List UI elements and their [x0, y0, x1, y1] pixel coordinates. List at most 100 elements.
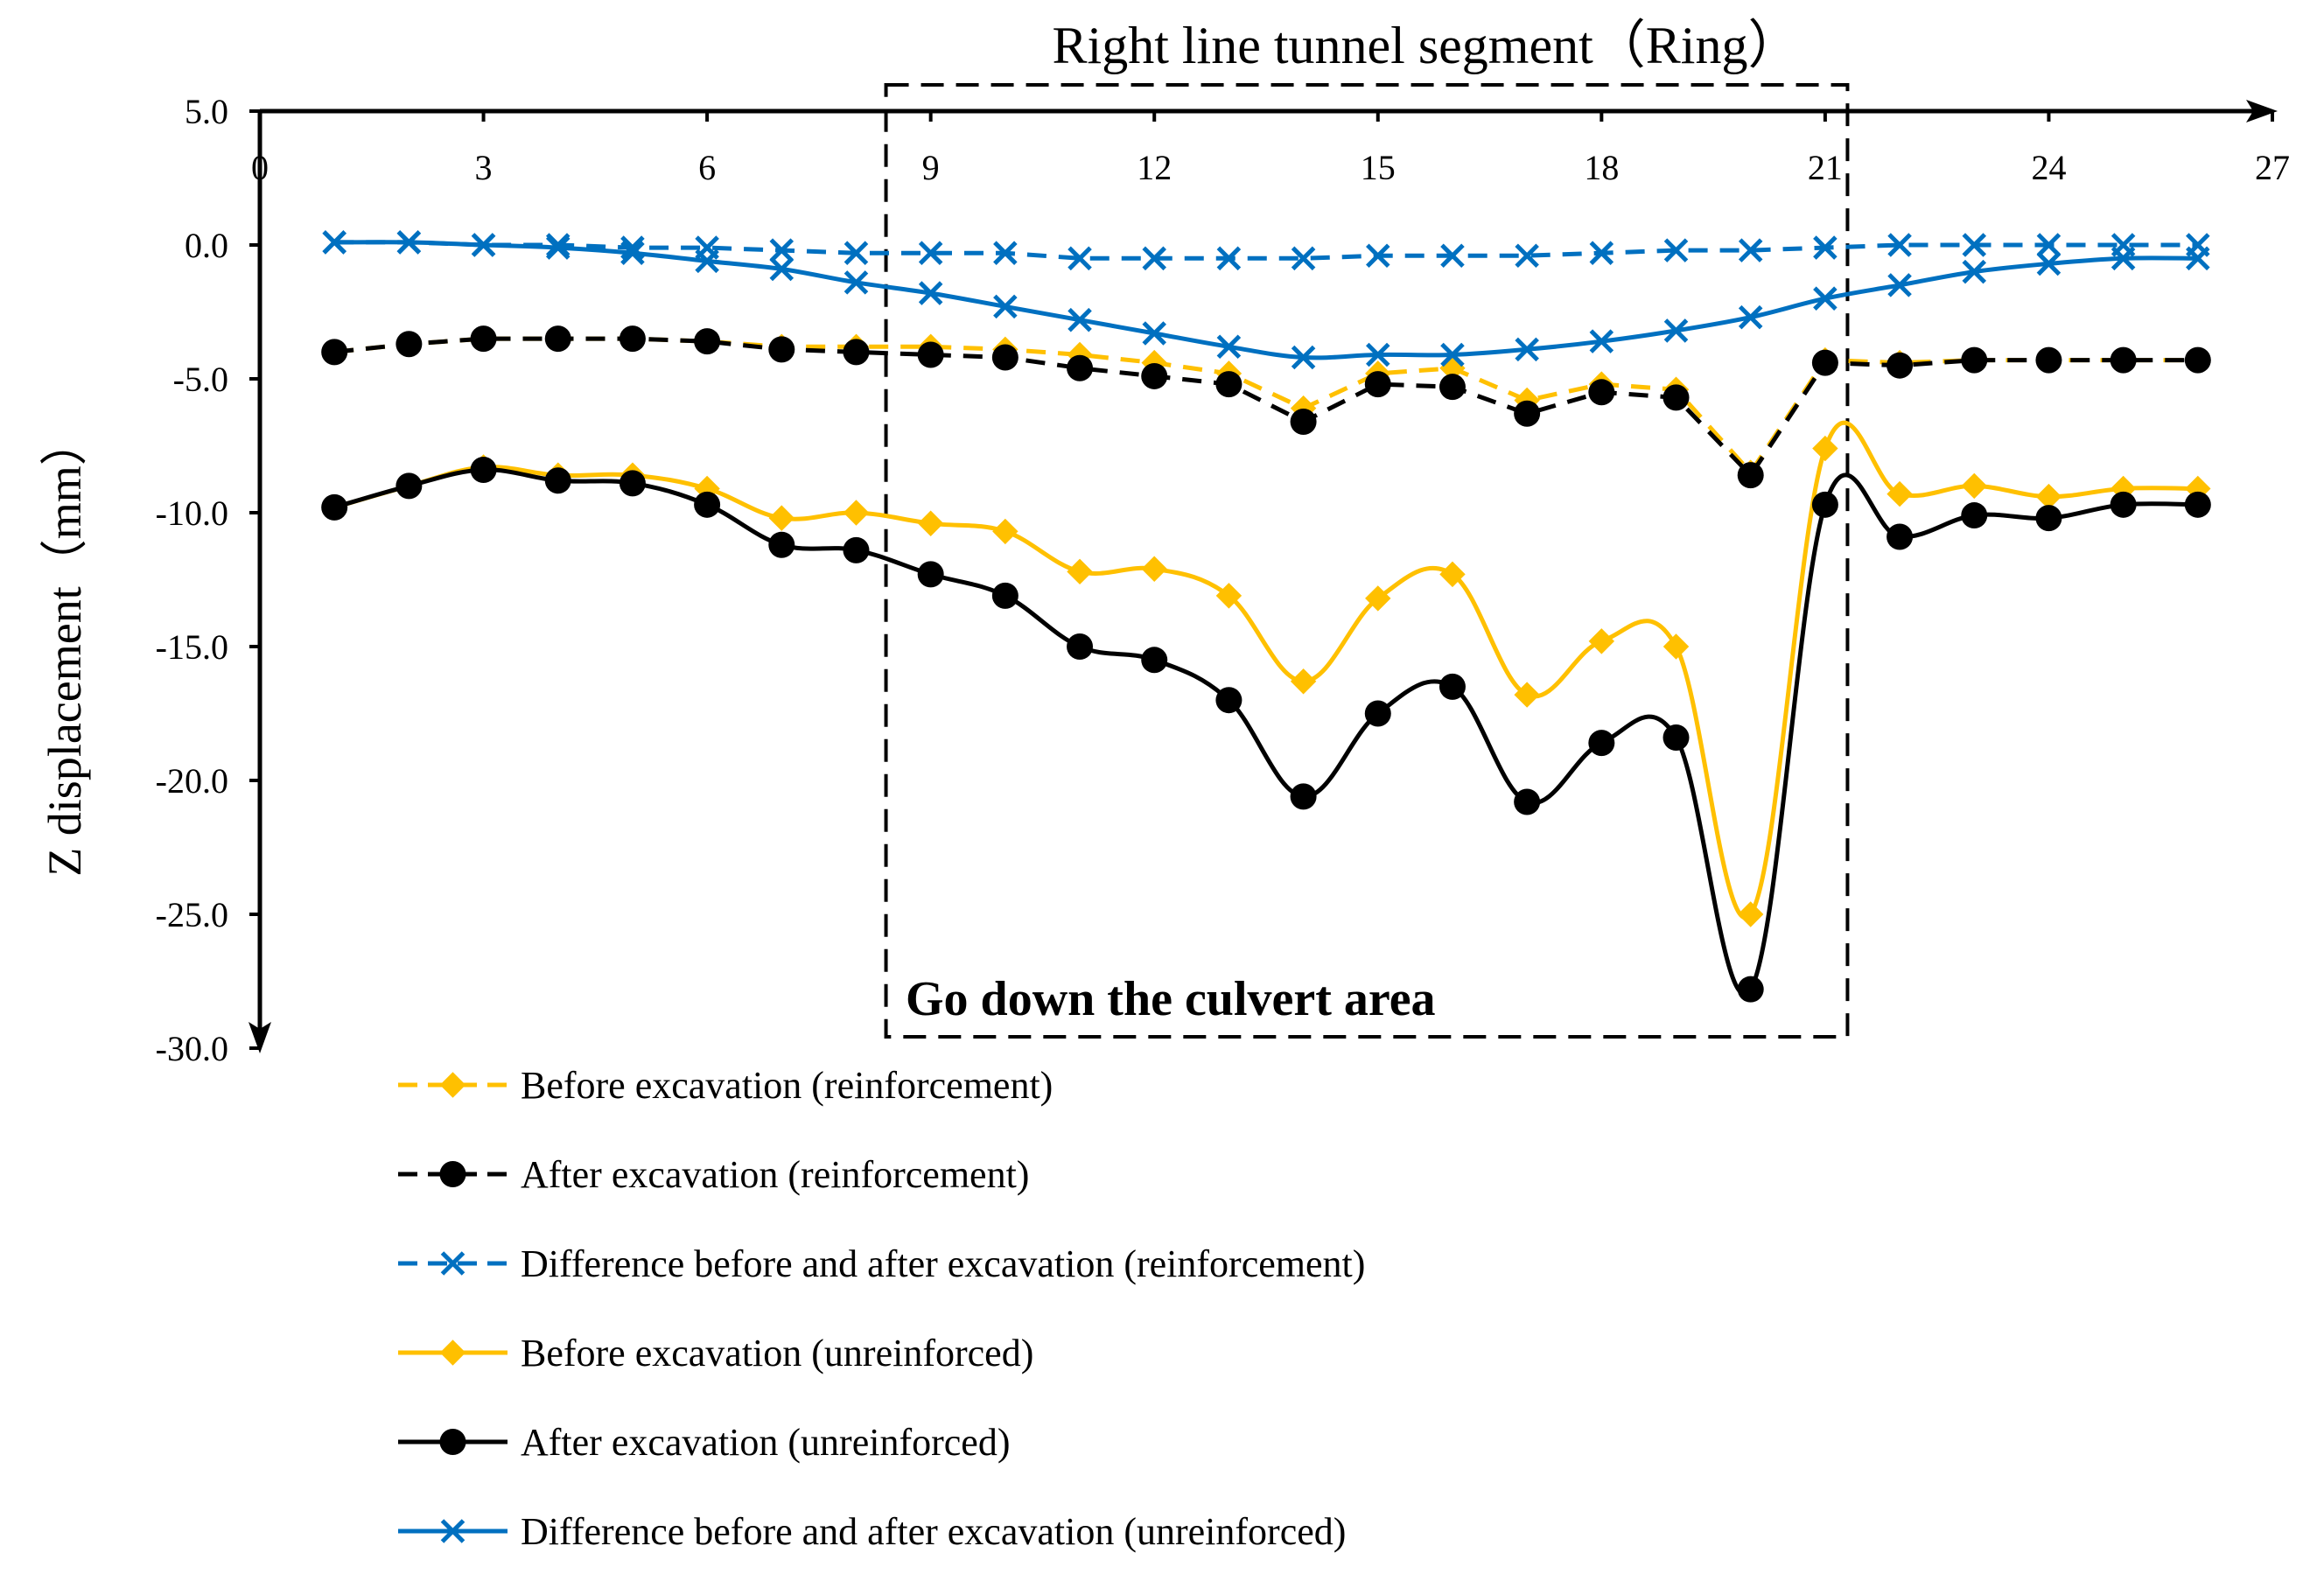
- data-point: [1067, 558, 1093, 585]
- data-point: [1290, 668, 1317, 695]
- data-point: [396, 230, 422, 255]
- series-line: [333, 336, 2198, 478]
- data-point: [918, 241, 943, 265]
- data-point: [2184, 491, 2211, 518]
- series-line: [333, 467, 2198, 997]
- data-point: [1515, 337, 1539, 362]
- data-point: [1290, 783, 1317, 810]
- data-point: [470, 325, 497, 353]
- x-tick-label: 27: [2255, 148, 2290, 187]
- data-point: [1141, 362, 1168, 389]
- data-point: [2184, 346, 2211, 374]
- data-point: [992, 518, 1018, 545]
- data-point: [694, 328, 721, 355]
- data-point: [1738, 238, 1763, 262]
- series-3: [321, 420, 2211, 927]
- data-point: [1067, 354, 1094, 381]
- data-point: [2110, 346, 2137, 374]
- data-point: [2035, 505, 2062, 532]
- legend: Before excavation (reinforcement) After e…: [398, 1064, 1365, 1553]
- x-tick-label: 6: [698, 148, 716, 187]
- data-point: [1068, 246, 1092, 271]
- data-point: [844, 270, 869, 295]
- data-point: [2110, 233, 2136, 257]
- data-point: [1886, 523, 1914, 550]
- series-1: [321, 325, 2211, 489]
- y-axis-arrowhead: [248, 1022, 271, 1053]
- data-point: [1141, 647, 1168, 674]
- chart-title: Right line tunnel segment（Ring）: [1053, 17, 1801, 74]
- data-point: [1142, 246, 1166, 271]
- x-tick-label: 24: [2031, 148, 2066, 187]
- data-point: [1364, 371, 1391, 398]
- data-point: [917, 510, 944, 536]
- data-point: [1216, 334, 1242, 360]
- data-point: [1961, 502, 1988, 529]
- data-point: [1663, 318, 1689, 343]
- data-point: [1662, 724, 1690, 752]
- x-tick-label: 9: [922, 148, 940, 187]
- data-point: [1514, 682, 1540, 708]
- data-point: [321, 493, 348, 521]
- y-tick-label: -10.0: [156, 493, 228, 533]
- legend-item: Before excavation (unreinforced): [398, 1332, 1033, 1375]
- data-point: [1290, 408, 1317, 435]
- y-tick-label: -20.0: [156, 761, 228, 801]
- data-point: [470, 457, 497, 484]
- data-point: [1438, 673, 1466, 700]
- data-point: [1588, 730, 1615, 757]
- y-tick-label: -25.0: [156, 895, 228, 934]
- data-point: [1962, 259, 1987, 284]
- data-point: [1887, 233, 1912, 257]
- data-point: [1216, 246, 1242, 271]
- data-point: [1141, 556, 1167, 582]
- legend-item: Before excavation (reinforcement): [398, 1064, 1053, 1107]
- data-point: [843, 339, 870, 366]
- data-point: [2110, 491, 2137, 518]
- legend-item: Difference before and after excavation (…: [398, 1242, 1365, 1285]
- culvert-area-annotation: Go down the culvert area: [906, 972, 1436, 1026]
- data-point: [1515, 243, 1539, 269]
- data-point: [917, 561, 944, 588]
- data-point: [991, 344, 1018, 371]
- y-tick-label: -15.0: [156, 627, 228, 667]
- axis-ticks: 0 3 6 9 12 15 18 21 24 27 5.0 0.0 -5.0 -10.0 -15.0 -20.…: [156, 92, 2290, 1068]
- data-point: [1215, 583, 1242, 609]
- data-point: [769, 256, 794, 282]
- data-point: [1215, 687, 1242, 714]
- data-point: [1663, 238, 1689, 262]
- data-point: [1813, 286, 1838, 311]
- data-point: [993, 294, 1018, 319]
- data-point: [768, 336, 795, 363]
- series-0: [321, 325, 2211, 486]
- data-point: [1142, 321, 1166, 346]
- y-axis-label: Z displacement（mm）: [38, 418, 91, 876]
- data-point: [544, 325, 571, 353]
- data-point: [1365, 585, 1391, 612]
- data-point: [1961, 346, 1988, 374]
- data-point: [2035, 346, 2062, 374]
- data-point: [768, 505, 795, 531]
- legend-label: Before excavation (unreinforced): [521, 1332, 1033, 1375]
- data-point: [1291, 246, 1316, 271]
- legend-label: Before excavation (reinforcement): [521, 1064, 1053, 1107]
- data-point: [769, 238, 794, 262]
- data-point: [1588, 628, 1615, 654]
- series-line: [334, 240, 2198, 261]
- data-point: [1439, 561, 1466, 588]
- data-point: [1737, 901, 1764, 927]
- legend-marker: [439, 1340, 466, 1366]
- legend-marker: [440, 1519, 466, 1543]
- data-point: [1438, 374, 1466, 401]
- y-tick-label: -30.0: [156, 1029, 228, 1068]
- legend-label: After excavation (unreinforced): [521, 1421, 1010, 1464]
- data-point: [1887, 273, 1912, 297]
- data-point: [396, 331, 423, 358]
- data-point: [1662, 633, 1690, 660]
- data-point: [620, 235, 645, 260]
- legend-label: After excavation (reinforcement): [521, 1153, 1029, 1196]
- data-point: [1215, 371, 1242, 398]
- series-line: [333, 336, 2198, 475]
- data-point: [1589, 329, 1614, 353]
- data-point: [993, 241, 1018, 265]
